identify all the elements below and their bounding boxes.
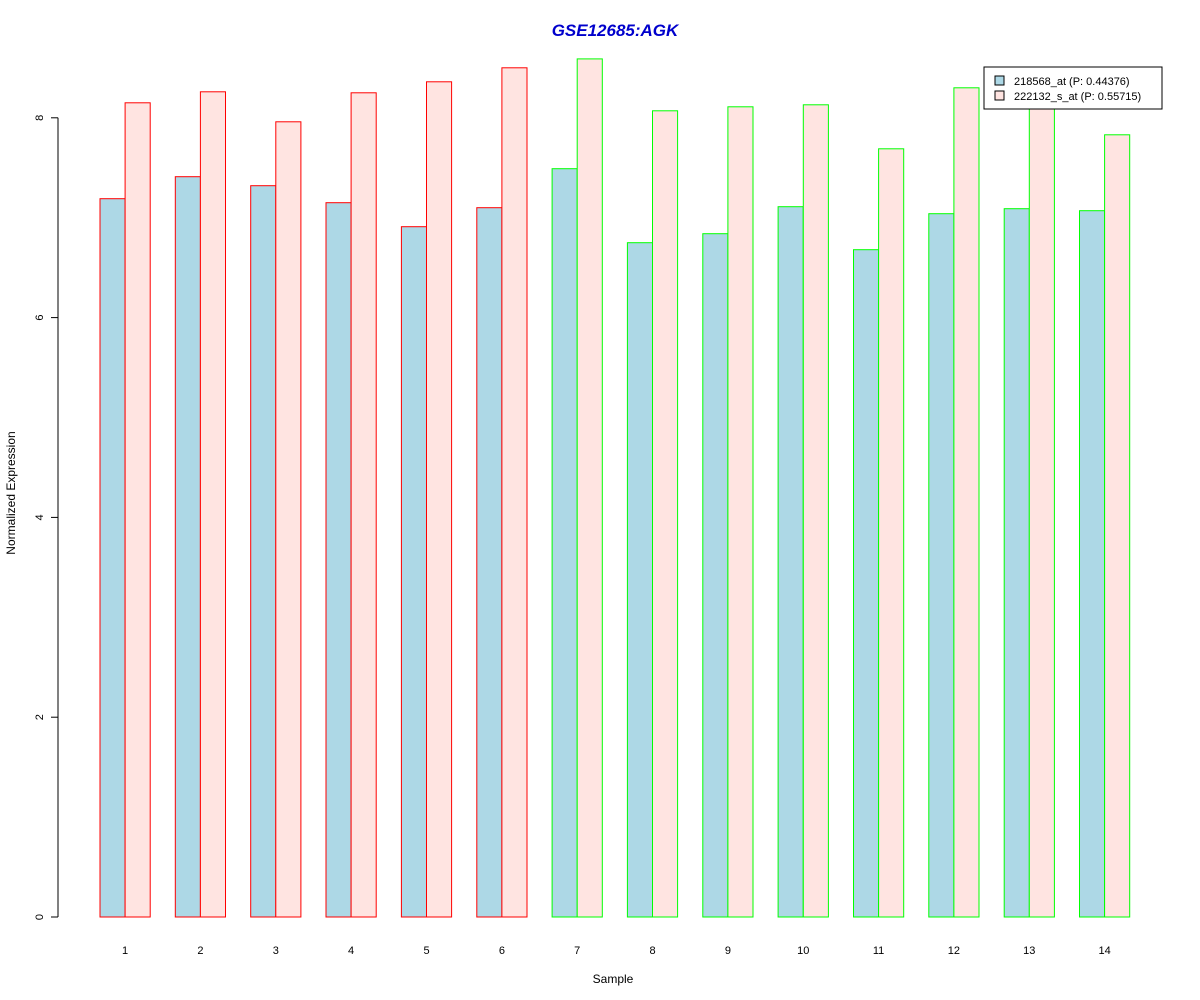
legend-swatch-2 <box>994 90 1005 101</box>
x-tick-label-7: 7 <box>574 945 580 957</box>
x-axis-label: Sample <box>593 972 634 986</box>
x-tick-label-10: 10 <box>797 945 809 957</box>
x-tick-label-9: 9 <box>725 945 731 957</box>
y-tick-label-4: 4 <box>34 514 46 520</box>
x-tick-label-1: 1 <box>122 945 128 957</box>
bar-s2-sample-2 <box>199 91 226 918</box>
bar-s1-sample-10 <box>777 206 804 918</box>
bar-s1-sample-2 <box>174 176 201 918</box>
y-tick-label-8: 8 <box>34 115 46 121</box>
bar-s1-sample-13 <box>1003 208 1030 918</box>
bar-s2-sample-6 <box>501 67 528 918</box>
x-tick-label-12: 12 <box>948 945 960 957</box>
legend-swatch-1 <box>994 75 1005 86</box>
x-tick-label-4: 4 <box>348 945 354 957</box>
legend: 218568_at (P: 0.44376) 222132_s_at (P: 0.… <box>983 66 1163 110</box>
bar-s2-sample-11 <box>878 148 905 918</box>
y-tick-label-0: 0 <box>34 914 46 920</box>
x-tick-label-6: 6 <box>499 945 505 957</box>
bar-s1-sample-1 <box>99 198 126 918</box>
y-tick-label-2: 2 <box>34 714 46 720</box>
chart-title: GSE12685:AGK <box>552 21 680 40</box>
legend-label-2: 222132_s_at (P: 0.55715) <box>1014 91 1141 103</box>
x-tick-label-8: 8 <box>649 945 655 957</box>
bar-s1-sample-6 <box>476 207 503 918</box>
bar-s2-sample-7 <box>576 58 603 918</box>
bar-s1-sample-8 <box>626 242 654 918</box>
x-tick-label-2: 2 <box>197 945 203 957</box>
bar-s1-sample-9 <box>702 233 729 918</box>
bar-s2-sample-3 <box>275 121 302 918</box>
bar-s1-sample-7 <box>551 168 578 918</box>
x-axis: 1 2 3 4 5 6 7 8 9 10 11 12 13 14 <box>122 945 1111 957</box>
bar-s1-sample-12 <box>928 213 955 918</box>
bar-s2-sample-1 <box>124 102 151 918</box>
bar-s2-sample-8 <box>652 110 679 918</box>
bar-s2-sample-9 <box>727 106 754 918</box>
y-axis-label: Normalized Expression <box>4 431 18 554</box>
x-tick-label-13: 13 <box>1023 945 1035 957</box>
x-tick-label-14: 14 <box>1098 945 1110 957</box>
bar-s2-sample-10 <box>802 104 829 918</box>
y-axis: 0 2 4 6 8 <box>34 115 59 920</box>
y-tick-label-6: 6 <box>34 315 46 321</box>
bars-layer <box>99 58 1131 918</box>
bar-s1-sample-4 <box>325 202 352 918</box>
x-tick-label-3: 3 <box>273 945 279 957</box>
bar-s2-sample-14 <box>1104 134 1131 918</box>
legend-label-1: 218568_at (P: 0.44376) <box>1014 76 1130 88</box>
bar-s2-sample-5 <box>426 81 453 918</box>
legend-box <box>983 66 1163 110</box>
bar-s2-sample-12 <box>953 87 980 918</box>
bar-s1-sample-14 <box>1079 210 1106 918</box>
bar-s2-sample-13 <box>1028 100 1055 918</box>
bar-s2-sample-4 <box>350 92 377 918</box>
x-tick-label-11: 11 <box>873 945 884 957</box>
bar-s1-sample-3 <box>250 185 277 918</box>
bar-s1-sample-5 <box>400 226 427 918</box>
x-tick-label-5: 5 <box>423 945 429 957</box>
bar-s1-sample-11 <box>853 249 880 918</box>
